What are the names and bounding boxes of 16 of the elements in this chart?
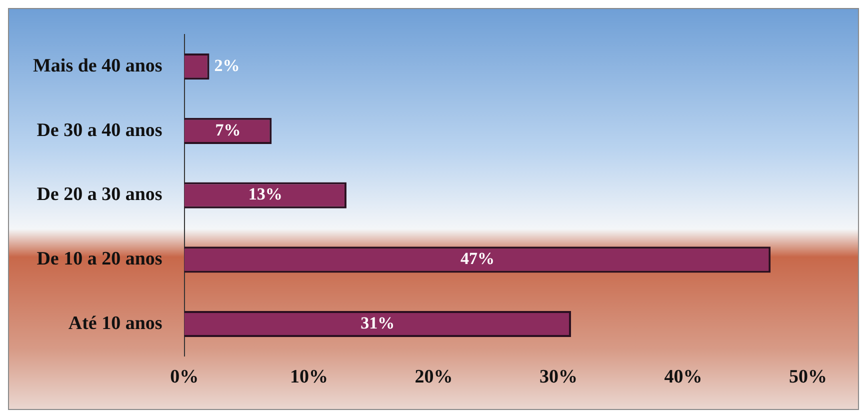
x-tick-label: 20% <box>414 366 453 388</box>
y-tick-label: Mais de 40 anos <box>32 55 162 76</box>
data-label: 7% <box>215 120 241 140</box>
data-label: 47% <box>460 249 494 268</box>
x-tick-label: 40% <box>664 366 702 388</box>
data-label: 2% <box>214 56 240 75</box>
y-tick-label: Até 10 anos <box>68 312 162 334</box>
y-tick-label: De 10 a 20 anos <box>36 248 162 270</box>
x-tick-label: 30% <box>540 366 578 388</box>
data-label: 31% <box>360 313 395 332</box>
y-tick-label: De 20 a 30 anos <box>36 184 162 206</box>
y-tick-label: De 30 a 40 anos <box>36 120 162 141</box>
data-label: 13% <box>248 184 282 204</box>
x-tick-label: 10% <box>290 366 328 388</box>
x-tick-label: 50% <box>789 366 827 388</box>
x-tick-label: 0% <box>170 366 199 388</box>
